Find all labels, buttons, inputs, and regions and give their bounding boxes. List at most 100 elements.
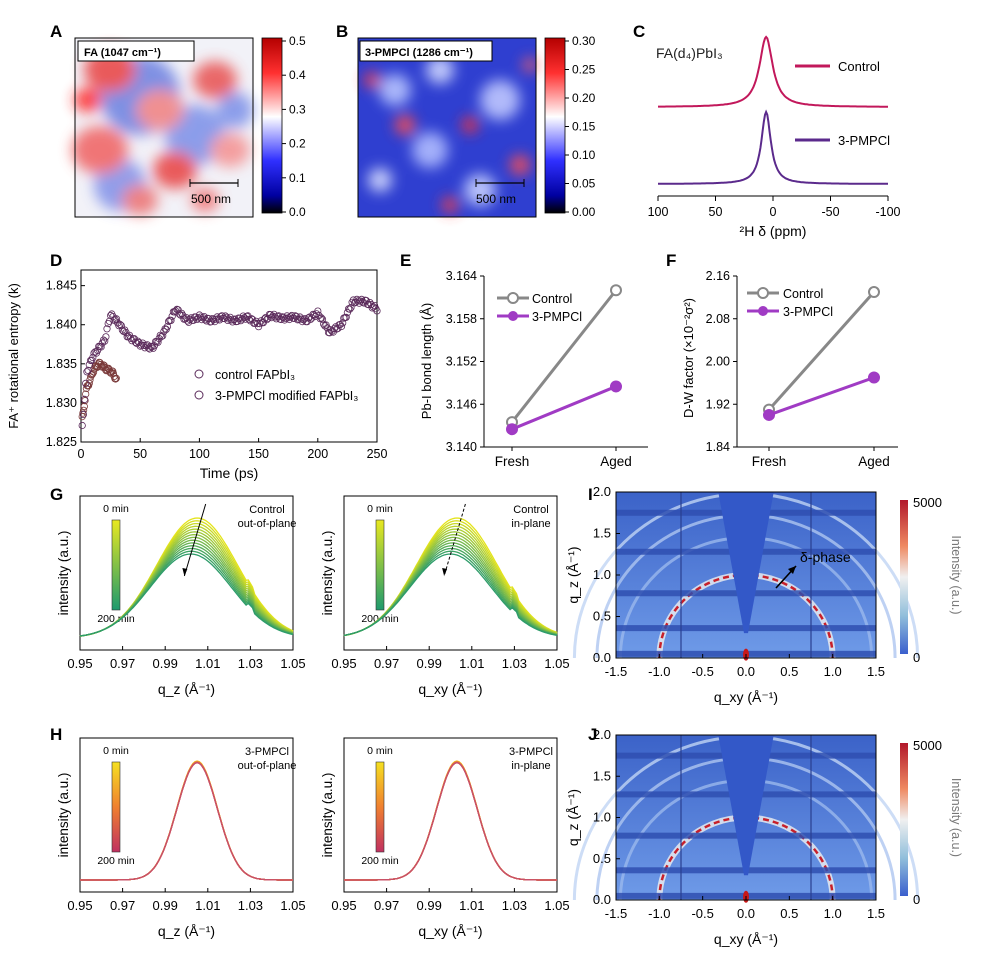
x-tick-label: 0.0 [737, 664, 755, 679]
x-tick-label: 0.0 [737, 906, 755, 921]
colorbar [900, 743, 908, 896]
colorbar-tick-label: 0.15 [572, 120, 596, 134]
scatter-point [328, 327, 336, 335]
scatter-point [179, 311, 187, 319]
scatter-point [355, 299, 363, 307]
y-axis-label: D-W factor (×10⁻²σ²) [681, 298, 696, 418]
x-tick-label: -1.5 [605, 906, 627, 921]
scatter-point [98, 339, 106, 347]
x-tick-label: 0.95 [331, 898, 356, 913]
y-tick-label: 1.830 [46, 396, 77, 410]
colorbar-tick-label: 0.30 [572, 34, 596, 48]
colorbar-label: 0 min [103, 745, 129, 757]
trend-arrow [183, 503, 207, 577]
giwaxs-map-I: -1.5 -1.0 -0.5 0.0 0.5 1.0 1.5 2.0 1.5 1.0 0.5 0.0 q… [565, 484, 963, 705]
colorbar-tick-label: 0.0 [289, 205, 306, 219]
scatter-point [82, 379, 90, 387]
missing-wedge [718, 735, 774, 876]
scatter-point [79, 410, 88, 419]
raman-map-3pmpcl [364, 56, 537, 213]
y-tick-label: 1.0 [593, 810, 611, 825]
x-tick-label: 1.01 [459, 656, 484, 671]
colorbar-tick-label: 0 [913, 650, 920, 665]
scatter-point [317, 314, 325, 322]
colorbar-ticks: 0.5 0.4 0.3 0.2 0.1 0.0 [282, 34, 306, 219]
y-tick-label: 3.164 [446, 269, 477, 283]
x-tick-label: 0.95 [67, 656, 92, 671]
time-colorbar [111, 519, 121, 611]
panel-letter: D [50, 251, 62, 270]
y-tick-label: 3.158 [446, 312, 477, 326]
x-tick-label: 0 [770, 205, 777, 219]
y-tick-label: 1.835 [46, 357, 77, 371]
scatter-point [80, 406, 88, 414]
scatter-point [115, 322, 123, 330]
colorbar-label: Intensity (a.u.) [949, 535, 963, 614]
panel-B: B 3-PMPCl (1286 cm⁻¹) 500 nm 0.30 0.25 0.2… [336, 22, 596, 219]
colorbar-label: 0 min [103, 503, 129, 515]
y-tick-label: 1.825 [46, 435, 77, 449]
x-tick-label: -1.0 [648, 906, 670, 921]
panel-G: G 0.95 0.97 0.99 1.01 1.03 1.05 q_z (Å⁻¹) inten… [50, 485, 570, 697]
scatter-point [292, 312, 301, 321]
x-tick-label: 0.99 [417, 898, 442, 913]
scatter-point [321, 322, 329, 330]
panel-J: J -1.5 -1.0 -0.5 0.0 0.5 1.0 1.5 2.0 1.5 1.0 0.5 0.… [565, 725, 963, 947]
colorbar-tick-label: 0.1 [289, 171, 306, 185]
legend-label-3pmpcl: 3-PMPCl [783, 305, 833, 319]
legend-marker-control [194, 369, 204, 379]
y-tick-label: 1.92 [706, 397, 730, 411]
colorbar-tick-label: 0.00 [572, 205, 596, 219]
scatter-point [156, 331, 164, 339]
x-tick-label: 0.5 [780, 906, 798, 921]
colorbar [261, 37, 283, 214]
x-tick-label: 0.99 [417, 656, 442, 671]
legend-label-control: Control [838, 59, 880, 74]
panel-E: E 3.164 3.158 3.152 3.146 3.140 Fresh Aged Pb… [400, 251, 648, 469]
x-tick-label: 50 [133, 447, 147, 461]
x-tick-label: 1.05 [544, 656, 569, 671]
y-axis-label: intensity (a.u.) [56, 773, 71, 858]
series-line-control [658, 35, 888, 108]
data-point [610, 284, 622, 297]
scatter-point [253, 319, 261, 328]
x-tick-label: Aged [858, 454, 890, 469]
scatter-point [346, 305, 354, 313]
x-tick-label: 1.01 [459, 898, 484, 913]
scatter-point [82, 390, 90, 398]
data-point [868, 286, 880, 299]
y-tick-label: 2.00 [706, 355, 730, 369]
y-tick-label: 1.840 [46, 318, 77, 332]
time-colorbar [375, 761, 385, 853]
scatter-point [103, 325, 111, 333]
x-tick-label: 100 [189, 447, 210, 461]
colorbar-tick-label: 5000 [913, 495, 942, 510]
x-tick-label: -0.5 [691, 664, 713, 679]
x-axis-label: q_xy (Å⁻¹) [418, 923, 482, 939]
scatter-point [210, 315, 218, 324]
annotation: 3-PMPCl [509, 746, 553, 758]
plot-frame [343, 495, 558, 651]
x-tick-label: 1.03 [502, 898, 527, 913]
y-ticks: 2.16 2.08 2.00 1.92 1.84 [706, 269, 737, 454]
scatter-point [170, 308, 179, 316]
map-label-box [359, 40, 493, 62]
y-axis-label: intensity (a.u.) [56, 531, 71, 616]
chart-G-left: 0.95 0.97 0.99 1.01 1.03 1.05 q_z (Å⁻¹) intensi… [56, 495, 306, 697]
y-ticks: 1.845 1.840 1.835 1.830 1.825 [46, 279, 85, 449]
x-axis-label: Time (ps) [200, 465, 259, 481]
scatter-point [118, 326, 127, 334]
x-axis-label: q_xy (Å⁻¹) [714, 689, 778, 705]
colorbar-tick-label: 0.10 [572, 148, 596, 162]
annotation: in-plane [511, 760, 550, 772]
x-tick-label: -50 [821, 205, 839, 219]
plot-frame [79, 495, 294, 651]
scatter-point [101, 337, 109, 345]
scatter-point [81, 395, 89, 403]
x-tick-label: -0.5 [691, 906, 713, 921]
scatter-point [112, 375, 120, 383]
colorbar [544, 37, 566, 214]
legend-label-control: Control [532, 292, 572, 306]
x-tick-label: 1.05 [280, 656, 305, 671]
scatter-point [161, 325, 169, 333]
